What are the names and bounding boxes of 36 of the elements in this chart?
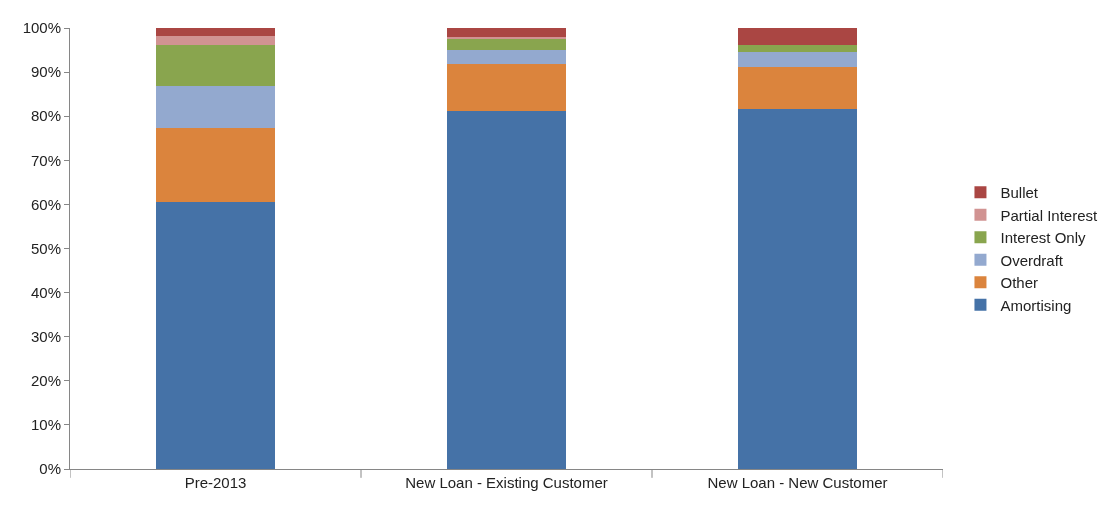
bar xyxy=(155,36,276,46)
bar xyxy=(737,108,858,469)
bar xyxy=(446,28,567,38)
y-tick-label: 50% xyxy=(30,239,61,257)
bar xyxy=(737,51,858,68)
bar xyxy=(446,63,567,111)
legend-label: Bullet xyxy=(1000,184,1039,202)
bar xyxy=(737,28,858,45)
legend-label: Partial Interest xyxy=(1000,206,1098,224)
bar xyxy=(155,127,276,202)
bar xyxy=(446,49,567,64)
bar xyxy=(737,67,858,109)
x-tick-label: New Loan - Existing Customer xyxy=(405,474,608,491)
bar xyxy=(155,201,276,469)
legend-label: Amortising xyxy=(1000,296,1072,314)
legend-label: Overdraft xyxy=(1000,251,1064,269)
y-tick-label: 80% xyxy=(30,107,61,125)
y-tick-label: 30% xyxy=(30,327,61,345)
x-tick-label: Pre-2013 xyxy=(184,474,247,491)
y-tick-label: 60% xyxy=(30,195,61,213)
y-tick-label: 100% xyxy=(22,19,61,37)
bar xyxy=(155,28,276,37)
legend-label: Other xyxy=(1000,274,1038,292)
legend-label: Interest Only xyxy=(1000,229,1086,247)
y-tick-label: 10% xyxy=(30,416,61,434)
bar xyxy=(155,86,276,128)
x-tick-label: New Loan - New Customer xyxy=(707,474,888,491)
bar xyxy=(155,45,276,87)
bar xyxy=(737,44,858,52)
y-tick-label: 90% xyxy=(30,63,61,81)
y-tick-label: 40% xyxy=(30,283,61,301)
bar xyxy=(446,110,567,469)
y-tick-label: 70% xyxy=(30,151,61,169)
bar xyxy=(446,38,567,50)
y-tick-label: 20% xyxy=(30,372,61,390)
y-tick-label: 0% xyxy=(39,460,61,478)
